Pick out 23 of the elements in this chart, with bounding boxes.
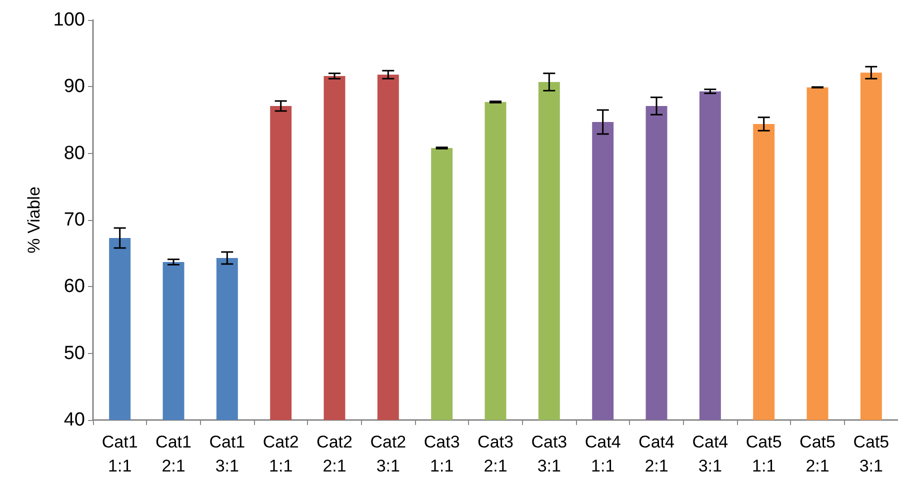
y-tick-label: 100: [53, 10, 85, 30]
y-tick-label: 60: [64, 276, 85, 298]
x-tick-label: Cat1 1:1: [102, 432, 138, 476]
x-tick-label: Cat4 1:1: [584, 432, 621, 476]
x-tick-label: Cat5 3:1: [853, 432, 890, 476]
x-tick-label: Cat1 3:1: [209, 432, 246, 476]
y-tick-label: 50: [64, 342, 85, 364]
y-axis-title: % Viable: [24, 186, 44, 254]
y-tick-label: 80: [64, 142, 85, 164]
x-tick-label: Cat2 2:1: [316, 432, 352, 476]
x-tick-label: Cat3 1:1: [424, 432, 460, 476]
x-tick-label: Cat3 2:1: [478, 432, 514, 476]
x-tick-label: Cat5 2:1: [800, 432, 836, 476]
y-tick-label: 40: [64, 410, 85, 430]
x-tick-label: Cat2 3:1: [370, 432, 406, 476]
y-tick-label: 90: [64, 76, 85, 98]
x-tick-label: Cat5 1:1: [746, 432, 782, 476]
x-tick-label: Cat3 3:1: [531, 432, 568, 476]
y-tick-label: 70: [64, 210, 85, 230]
x-tick-label: Cat1 2:1: [156, 432, 192, 476]
x-tick-label: Cat2 1:1: [262, 432, 299, 476]
x-tick-label: Cat4 2:1: [638, 432, 674, 476]
x-tick-label: Cat4 3:1: [692, 432, 728, 476]
